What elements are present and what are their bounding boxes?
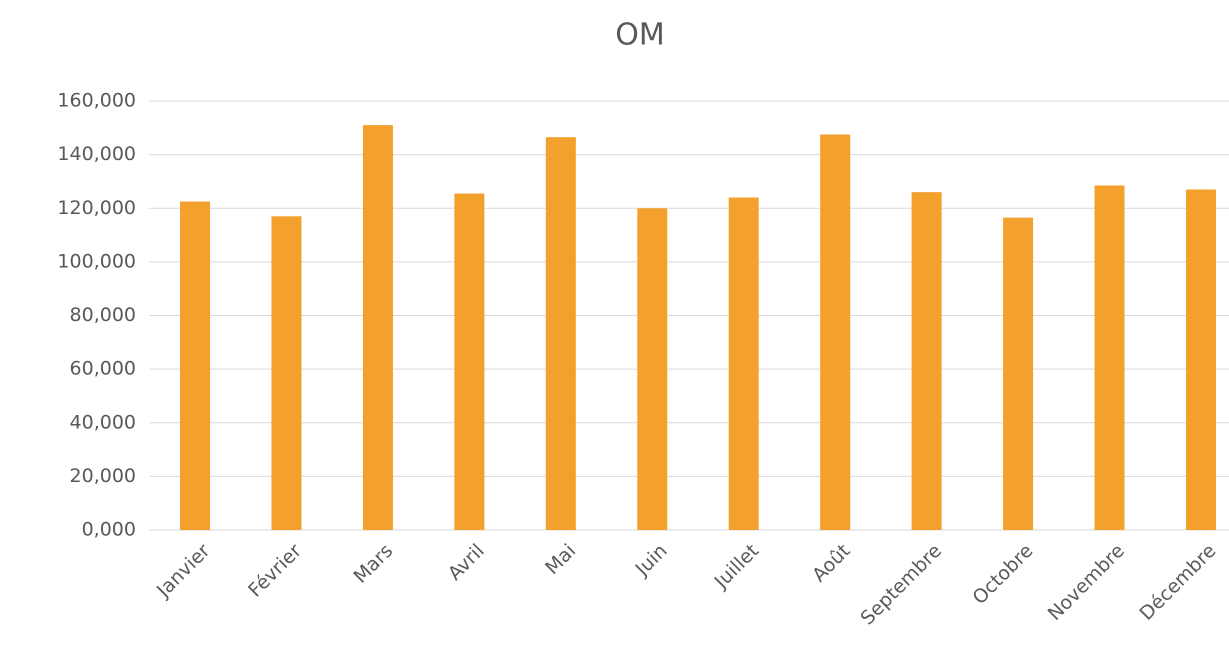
x-tick-label: Décembre: [1135, 540, 1220, 625]
bar: [911, 192, 942, 530]
bar: [1094, 185, 1125, 530]
bar: [637, 208, 668, 530]
bar: [545, 137, 576, 530]
y-tick-label: 40,000: [70, 411, 136, 433]
y-tick-label: 160,000: [57, 90, 136, 112]
bar: [454, 193, 485, 531]
bar: [271, 216, 302, 530]
x-tick-label: Février: [244, 540, 306, 602]
x-tick-label: Janvier: [152, 540, 215, 603]
bar: [1185, 189, 1216, 530]
x-tick-label: Septembre: [857, 540, 947, 630]
y-tick-label: 80,000: [70, 304, 136, 326]
x-tick-label: Avril: [444, 540, 489, 585]
bar: [728, 197, 759, 530]
y-tick-label: 60,000: [70, 358, 136, 380]
bar: [1003, 217, 1034, 530]
x-tick-label: Mai: [541, 540, 580, 579]
bar: [180, 201, 211, 530]
x-tick-label: Mars: [349, 540, 397, 588]
x-tick-label: Juin: [631, 540, 672, 581]
x-tick-label: Octobre: [968, 540, 1037, 609]
x-tick-label: Novembre: [1044, 540, 1129, 625]
x-tick-label: Août: [808, 540, 855, 587]
bar: [362, 125, 393, 530]
x-tick-label: Juillet: [710, 540, 763, 593]
y-tick-label: 20,000: [70, 465, 136, 487]
chart-title: OM: [615, 18, 665, 53]
bar: [820, 134, 851, 530]
y-tick-label: 140,000: [57, 143, 136, 165]
y-tick-label: 0,000: [82, 519, 136, 541]
y-tick-label: 100,000: [57, 250, 136, 272]
y-tick-label: 120,000: [57, 197, 136, 219]
